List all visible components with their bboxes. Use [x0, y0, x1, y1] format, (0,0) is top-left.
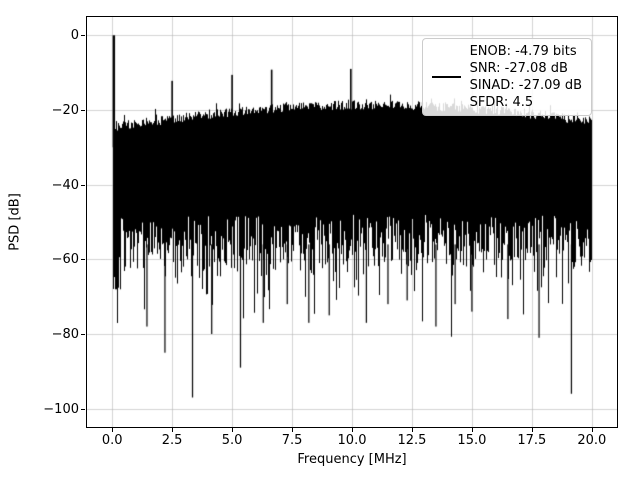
- x-tick-mark: [531, 428, 533, 432]
- legend-entry-snr: SNR: -27.08 dB: [469, 61, 568, 76]
- y-tick-label: 0: [70, 28, 79, 44]
- x-tick-mark: [591, 428, 593, 432]
- legend-entry-sinad: SINAD: -27.09 dB: [469, 78, 582, 93]
- x-tick-mark: [411, 428, 413, 432]
- legend-text: ENOB: -4.79 bits SNR: -27.08 dB SINAD: -…: [470, 43, 582, 111]
- plot-area: ENOB: -4.79 bits SNR: -27.08 dB SINAD: -…: [86, 16, 618, 428]
- x-tick-mark: [352, 428, 353, 432]
- x-tick-label: 20.0: [577, 433, 607, 448]
- y-tick-label: −80: [51, 327, 79, 343]
- y-tick-label: −60: [51, 252, 79, 268]
- y-tick-label: −40: [51, 177, 79, 193]
- x-tick-mark: [172, 428, 174, 432]
- x-tick-mark: [112, 428, 114, 432]
- y-tick-mark: [81, 408, 85, 410]
- y-tick-mark: [81, 334, 85, 336]
- y-tick-mark: [81, 35, 85, 37]
- y-tick-mark: [81, 184, 85, 186]
- x-tick-mark: [471, 428, 473, 432]
- x-tick-label: 15.0: [457, 433, 487, 448]
- legend: ENOB: -4.79 bits SNR: -27.08 dB SINAD: -…: [421, 38, 592, 116]
- y-tick-mark: [81, 109, 85, 111]
- legend-entry-enob: ENOB: -4.79 bits: [469, 44, 577, 59]
- y-tick-mark: [81, 259, 85, 261]
- x-tick-label: 17.5: [517, 433, 547, 448]
- x-tick-label: 7.5: [281, 433, 303, 448]
- legend-line-sample: [431, 76, 461, 78]
- x-axis-label: Frequency [MHz]: [297, 452, 407, 467]
- x-tick-mark: [232, 428, 234, 432]
- y-tick-label: −100: [43, 401, 79, 417]
- x-tick-label: 10.0: [337, 433, 367, 448]
- x-tick-label: 12.5: [397, 433, 427, 448]
- x-tick-mark: [292, 428, 294, 432]
- y-tick-label: −20: [51, 102, 79, 118]
- x-tick-label: 0.0: [101, 433, 123, 448]
- y-axis-label: PSD [dB]: [7, 193, 23, 251]
- x-tick-label: 5.0: [221, 433, 243, 448]
- x-tick-label: 2.5: [161, 433, 183, 448]
- legend-entry-sfdr: SFDR: 4.5: [469, 95, 534, 110]
